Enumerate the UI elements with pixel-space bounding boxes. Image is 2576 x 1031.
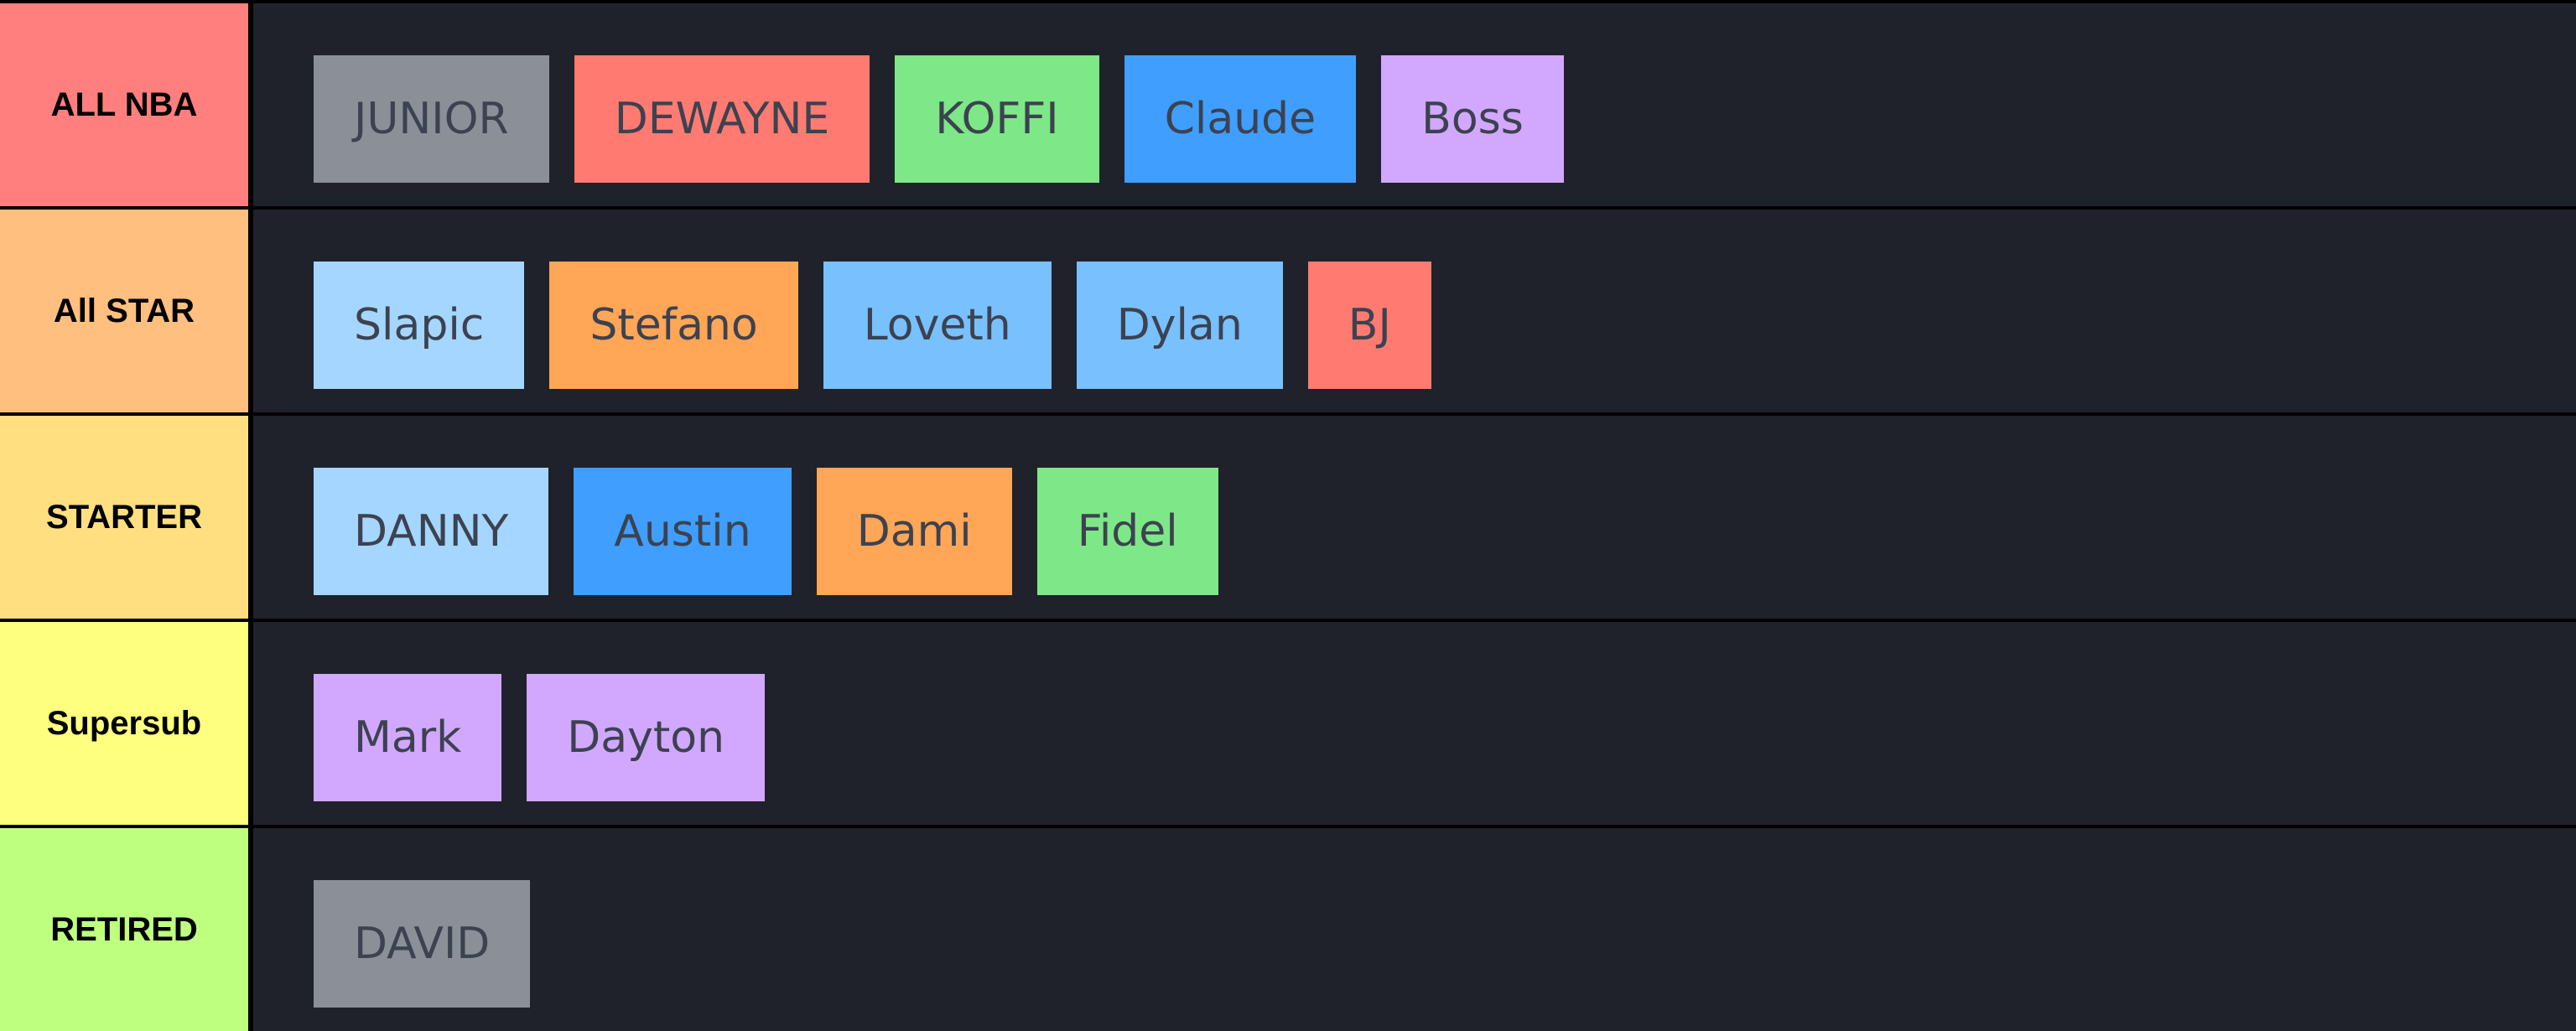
item-tile[interactable]: DANNY xyxy=(314,468,549,595)
tier-row-all-star: All STAR Slapic Stefano Loveth Dylan BJ xyxy=(0,210,2576,412)
item-tile[interactable]: Dayton xyxy=(527,674,766,801)
tier-label: STARTER xyxy=(0,416,248,619)
tier-label: RETIRED xyxy=(0,828,248,1031)
tier-items[interactable]: DANNY Austin Dami Fidel xyxy=(253,416,2576,619)
item-tile[interactable]: Dami xyxy=(816,468,1012,595)
tier-items[interactable]: DAVID xyxy=(253,828,2576,1031)
tier-label: Supersub xyxy=(0,622,248,825)
item-tile[interactable]: DEWAYNE xyxy=(574,55,870,183)
tier-row-supersub: Supersub Mark Dayton xyxy=(0,622,2576,825)
tier-row-starter: STARTER DANNY Austin Dami Fidel xyxy=(0,416,2576,619)
item-tile[interactable]: Stefano xyxy=(549,262,798,389)
item-tile[interactable]: Loveth xyxy=(823,262,1052,389)
tier-row-all-nba: ALL NBA JUNIOR DEWAYNE KOFFI Claude Boss xyxy=(0,3,2576,206)
item-tile[interactable]: Slapic xyxy=(314,262,525,389)
tier-row-retired: RETIRED DAVID xyxy=(0,828,2576,1031)
tier-items[interactable]: JUNIOR DEWAYNE KOFFI Claude Boss xyxy=(253,3,2576,206)
item-tile[interactable]: KOFFI xyxy=(895,55,1099,183)
item-tile[interactable]: JUNIOR xyxy=(314,55,549,183)
tier-label: All STAR xyxy=(0,210,248,412)
item-tile[interactable]: DAVID xyxy=(314,880,531,1008)
item-tile[interactable]: Mark xyxy=(314,674,502,801)
item-tile[interactable]: Boss xyxy=(1381,55,1564,183)
item-tile[interactable]: Austin xyxy=(574,468,792,595)
item-tile[interactable]: Fidel xyxy=(1036,468,1218,595)
tier-label: ALL NBA xyxy=(0,3,248,206)
item-tile[interactable]: BJ xyxy=(1307,262,1431,389)
item-tile[interactable]: Claude xyxy=(1124,55,1357,183)
item-tile[interactable]: Dylan xyxy=(1076,262,1283,389)
tier-items[interactable]: Slapic Stefano Loveth Dylan BJ xyxy=(253,210,2576,412)
tier-items[interactable]: Mark Dayton xyxy=(253,622,2576,825)
